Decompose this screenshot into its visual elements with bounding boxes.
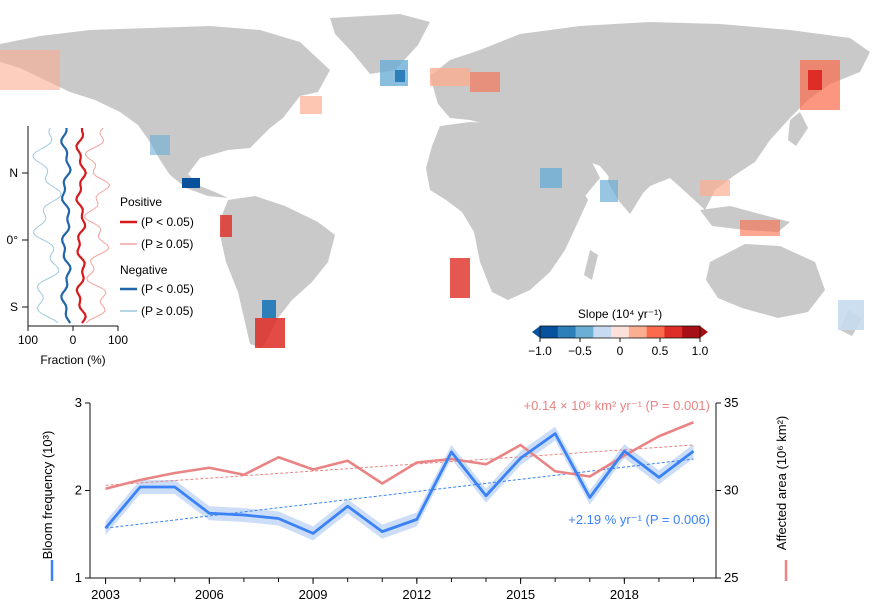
- fraction-axis-label: Fraction (%): [40, 353, 105, 367]
- colorbar-tick-label: −0.5: [568, 344, 592, 358]
- x-tick-label: 2012: [402, 587, 431, 602]
- colorbar-low-arrow: [532, 326, 540, 338]
- patch: [540, 168, 562, 188]
- x-tick-label: 2006: [195, 587, 224, 602]
- colorbar-tick-label: −1.0: [528, 344, 552, 358]
- legend-negative-nonsig: (P ≥ 0.05): [141, 304, 193, 318]
- right-axis-label: Affected area (10⁶ km²): [774, 416, 789, 550]
- bloom-frequency-trend-label: +2.19 % yr⁻¹ (P = 0.006): [568, 512, 710, 527]
- patch: [262, 300, 276, 318]
- bloom-trend-line: [105, 458, 694, 529]
- area-trend-line: [105, 444, 694, 486]
- colorbar-tick-label: 0: [617, 344, 624, 358]
- legend-positive-nonsig: (P ≥ 0.05): [141, 237, 193, 251]
- series-lines: [104, 421, 695, 535]
- colorbar-cell: [664, 326, 683, 338]
- legend-positive-sig: (P < 0.05): [141, 215, 194, 229]
- right-tick-label: 30: [724, 483, 738, 498]
- slope-colorbar: Slope (10⁴ yr⁻¹) −1.0 −0.5 0 0.5 1.0: [528, 307, 709, 358]
- slope-patches: [0, 50, 864, 348]
- madagascar: [584, 250, 598, 280]
- patch: [150, 135, 170, 155]
- bloom-frequency-line: [104, 432, 695, 535]
- axes: 1 2 3 25 30 35 2003 2006 2009 2012 2015 2018: [75, 395, 739, 602]
- latitude-profile-inset: N 0° S 100 0 100 Fraction (%) Positive (…: [0, 118, 240, 373]
- arabia: [555, 150, 600, 196]
- patch: [0, 50, 60, 90]
- world-map: Slope (10⁴ yr⁻¹) −1.0 −0.5 0 0.5 1.0: [0, 14, 870, 358]
- eurasia: [430, 22, 870, 210]
- lat-tick-equator: 0°: [7, 233, 19, 247]
- fraction-tick-center: 0: [70, 333, 77, 347]
- colorbar-cell: [682, 326, 701, 338]
- lat-tick-north: N: [9, 166, 18, 180]
- patch: [470, 72, 500, 92]
- patch: [740, 220, 780, 236]
- left-tick-label: 1: [75, 570, 82, 585]
- colorbar-title: Slope (10⁴ yr⁻¹): [578, 307, 662, 321]
- north-america: [0, 26, 330, 198]
- right-tick-label: 25: [724, 570, 738, 585]
- legend-negative-title: Negative: [120, 263, 168, 277]
- patch: [182, 178, 200, 188]
- patch: [255, 318, 285, 348]
- colorbar-ticks: −1.0 −0.5 0 0.5 1.0: [528, 338, 709, 358]
- time-series-chart: 1 2 3 25 30 35 2003 2006 2009 2012 2015 2018 +0.14 …: [0, 385, 878, 611]
- colorbar-cell: [575, 326, 594, 338]
- negative-nonsig-profile: [32, 127, 62, 324]
- left-tick-label: 3: [75, 395, 82, 410]
- colorbar-cell: [557, 326, 577, 338]
- trend-lines: [105, 444, 694, 529]
- inset-background: [28, 126, 118, 326]
- colorbar-cell: [611, 326, 630, 338]
- lat-lines: [32, 127, 111, 324]
- australia: [706, 244, 825, 318]
- south-america: [220, 196, 335, 348]
- patch: [300, 96, 322, 114]
- patch: [395, 70, 405, 82]
- colorbar-cell: [628, 326, 648, 338]
- positive-sig-profile: [75, 127, 87, 324]
- legend-negative-sig: (P < 0.05): [141, 282, 194, 296]
- patch: [220, 215, 232, 237]
- colorbar-cell: [646, 326, 665, 338]
- colorbar-cells: [532, 325, 708, 339]
- japan: [788, 112, 808, 146]
- x-tick-label: 2015: [506, 587, 535, 602]
- india: [608, 165, 645, 214]
- colorbar-tick-label: 0.5: [652, 344, 669, 358]
- fraction-tick-right: 100: [108, 333, 128, 347]
- patch: [700, 180, 730, 196]
- bloom-frequency-band: [105, 426, 694, 541]
- time-series-svg: 1 2 3 25 30 35 2003 2006 2009 2012 2015 2018 +0.14 …: [40, 395, 789, 602]
- negative-sig-profile: [60, 128, 72, 324]
- x-tick-label: 2003: [91, 587, 120, 602]
- affected-area-trend-label: +0.14 × 10⁶ km² yr⁻¹ (P = 0.001): [524, 398, 710, 413]
- affected-area-line: [105, 421, 695, 491]
- right-tick-label: 35: [724, 395, 738, 410]
- bloom-confidence-band: [105, 426, 694, 541]
- patch: [808, 70, 822, 90]
- legend-positive-title: Positive: [120, 195, 162, 209]
- colorbar-high-arrow: [700, 326, 708, 338]
- colorbar-cell: [593, 326, 612, 338]
- lat-tick-south: S: [10, 300, 18, 314]
- lat-legend: Positive (P < 0.05) (P ≥ 0.05) Negative …: [120, 195, 194, 318]
- colorbar-tick-label: 1.0: [692, 344, 709, 358]
- left-axis-label: Bloom frequency (10³): [40, 431, 55, 560]
- fraction-tick-left: 100: [18, 333, 38, 347]
- patch: [430, 68, 470, 86]
- colorbar-cell: [540, 326, 559, 338]
- patch: [600, 180, 618, 202]
- x-tick-label: 2009: [299, 587, 328, 602]
- greenland: [330, 14, 430, 74]
- africa: [426, 122, 588, 300]
- patch: [838, 300, 864, 330]
- world-map-panel: Slope (10⁴ yr⁻¹) −1.0 −0.5 0 0.5 1.0: [0, 14, 870, 358]
- latitude-profile: N 0° S 100 0 100 Fraction (%) Positive (…: [7, 126, 194, 367]
- x-tick-label: 2018: [610, 587, 639, 602]
- positive-nonsig-profile: [84, 127, 111, 324]
- patch: [450, 258, 470, 298]
- left-tick-label: 2: [75, 483, 82, 498]
